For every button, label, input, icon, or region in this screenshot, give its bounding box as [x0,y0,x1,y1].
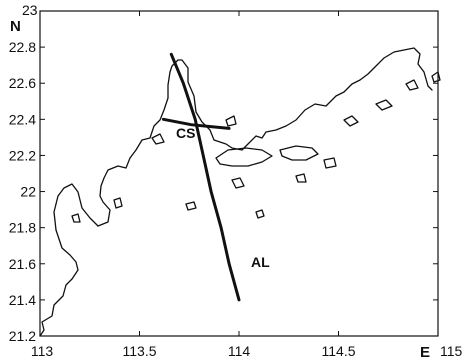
y-tick-label: 22.2 [9,147,36,163]
track-cs [161,117,231,130]
x-tick-label: 113 [31,343,54,359]
coastline-lantau [215,147,273,167]
y-tick-label: 21.6 [9,256,36,272]
coastline-islet-2 [113,197,123,209]
coastline-islet-9 [375,99,393,111]
map-frame [39,10,439,337]
coastline-islet-11 [431,71,441,83]
map-plot-area: AL CS [39,47,441,337]
y-tick-label: 21.2 [9,328,36,344]
x-axis-ticks: 113 113.5 114 114.5 115 [31,11,463,359]
coastline-islet-12 [151,133,165,145]
x-tick-label: 113.5 [123,343,157,359]
y-tick-label: 22.4 [9,111,36,127]
track-label-cs: CS [176,125,195,141]
coastline-island-west [53,183,99,231]
track-labels-layer: AL CS [176,125,270,270]
x-tick-label: 114.5 [322,343,356,359]
coastline-islet-5 [295,173,307,183]
coastline-hk-island [279,145,319,161]
coastline-islet-10 [405,79,419,91]
y-axis-direction-label: N [10,18,21,35]
coastline-mainland [39,47,433,337]
track-al [169,52,241,302]
coastline-islet-7 [255,209,265,219]
y-tick-label: 22.8 [9,39,36,55]
coastline-islet-6 [323,157,337,169]
coastline-islet-1 [71,213,81,223]
coastline-islet-4 [231,177,245,189]
y-tick-label: 23 [22,2,38,18]
y-axis-ticks: 21.2 21.4 21.6 21.8 22 22.2 22.4 22.6 22.8 23 [9,2,438,344]
x-tick-label: 115 [440,343,463,359]
coastline [39,47,441,337]
y-tick-label: 21.4 [9,292,36,308]
tracks-layer [161,52,241,302]
coastline-islet-8 [343,115,359,127]
y-tick-label: 22 [20,184,36,200]
x-tick-label: 114 [228,343,251,359]
y-tick-label: 22.6 [9,75,36,91]
track-label-al: AL [251,254,270,270]
coastline-islet-13 [225,115,237,127]
coastline-islet-3 [185,201,197,211]
y-tick-label: 21.8 [9,220,36,236]
x-axis-direction-label: E [420,344,430,361]
